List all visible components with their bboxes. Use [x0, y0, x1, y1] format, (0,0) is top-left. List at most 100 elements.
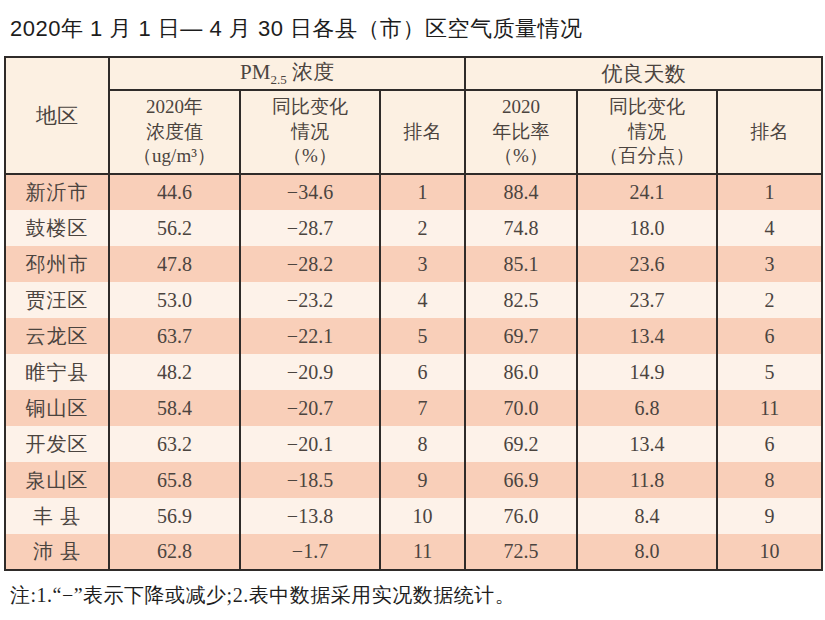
good-days-rank-cell: 6: [717, 318, 822, 354]
good-days-ratio-cell: 82.5: [465, 282, 577, 318]
column-header-pm25-yoy-change: 同比变化 情况 （%）: [240, 90, 380, 174]
good-days-yoy-change-cell: 6.8: [577, 390, 717, 426]
good-days-ratio-cell: 86.0: [465, 354, 577, 390]
column-header-pm25-rank: 排名: [380, 90, 465, 174]
region-cell: 丰 县: [5, 498, 109, 534]
good-days-rank-cell: 6: [717, 426, 822, 462]
pm25-2020-value-cell: 53.0: [109, 282, 240, 318]
region-cell: 睢宁县: [5, 354, 109, 390]
pm25-rank-cell: 6: [380, 354, 465, 390]
pm25-yoy-change-cell: −20.9: [240, 354, 380, 390]
good-days-ratio-cell: 66.9: [465, 462, 577, 498]
pm25-label-suffix: 浓度: [287, 60, 334, 84]
region-cell: 云龙区: [5, 318, 109, 354]
good-days-yoy-change-cell: 13.4: [577, 426, 717, 462]
column-header-pm25-2020-value: 2020年 浓度值 （ug/m³）: [109, 90, 240, 174]
region-cell: 鼓楼区: [5, 210, 109, 246]
table-row: 鼓楼区 56.2 −28.7 2 74.8 18.0 4: [5, 210, 822, 246]
region-cell: 邳州市: [5, 246, 109, 282]
region-cell: 开发区: [5, 426, 109, 462]
good-days-yoy-change-cell: 18.0: [577, 210, 717, 246]
pm25-2020-value-cell: 48.2: [109, 354, 240, 390]
pm25-yoy-change-cell: −18.5: [240, 462, 380, 498]
pm25-rank-cell: 3: [380, 246, 465, 282]
good-days-rank-cell: 10: [717, 534, 822, 570]
good-days-rank-cell: 4: [717, 210, 822, 246]
pm25-rank-cell: 10: [380, 498, 465, 534]
table-row: 贾汪区 53.0 −23.2 4 82.5 23.7 2: [5, 282, 822, 318]
pm25-2020-value-cell: 56.9: [109, 498, 240, 534]
table-row: 云龙区 63.7 −22.1 5 69.7 13.4 6: [5, 318, 822, 354]
pm25-yoy-change-cell: −22.1: [240, 318, 380, 354]
pm25-label-subscript: 2.5: [270, 73, 286, 88]
good-days-yoy-change-cell: 8.0: [577, 534, 717, 570]
pm25-yoy-change-cell: −13.8: [240, 498, 380, 534]
pm25-yoy-change-cell: −20.7: [240, 390, 380, 426]
pm25-2020-value-cell: 58.4: [109, 390, 240, 426]
table-row: 沛 县 62.8 −1.7 11 72.5 8.0 10: [5, 534, 822, 570]
column-header-good-days-rank: 排名: [717, 90, 822, 174]
good-days-rank-cell: 11: [717, 390, 822, 426]
table-row: 丰 县 56.9 −13.8 10 76.0 8.4 9: [5, 498, 822, 534]
table-row: 邳州市 47.8 −28.2 3 85.1 23.6 3: [5, 246, 822, 282]
region-cell: 沛 县: [5, 534, 109, 570]
pm25-yoy-change-cell: −28.2: [240, 246, 380, 282]
page-title: 2020年 1 月 1 日— 4 月 30 日各县（市）区空气质量情况: [4, 10, 821, 44]
good-days-ratio-cell: 69.7: [465, 318, 577, 354]
good-days-rank-cell: 3: [717, 246, 822, 282]
table-row: 新沂市 44.6 −34.6 1 88.4 24.1 1: [5, 174, 822, 210]
header-sub-row: 2020年 浓度值 （ug/m³） 同比变化 情况 （%） 排名 2020 年比…: [5, 90, 822, 174]
table-row: 泉山区 65.8 −18.5 9 66.9 11.8 8: [5, 462, 822, 498]
column-header-region: 地区: [5, 57, 109, 174]
good-days-yoy-change-cell: 14.9: [577, 354, 717, 390]
pm25-rank-cell: 7: [380, 390, 465, 426]
pm25-rank-cell: 9: [380, 462, 465, 498]
table-row: 铜山区 58.4 −20.7 7 70.0 6.8 11: [5, 390, 822, 426]
good-days-yoy-change-cell: 23.7: [577, 282, 717, 318]
pm25-rank-cell: 1: [380, 174, 465, 210]
good-days-rank-cell: 8: [717, 462, 822, 498]
pm25-rank-cell: 11: [380, 534, 465, 570]
good-days-ratio-cell: 76.0: [465, 498, 577, 534]
region-cell: 新沂市: [5, 174, 109, 210]
pm25-2020-value-cell: 62.8: [109, 534, 240, 570]
table-row: 开发区 63.2 −20.1 8 69.2 13.4 6: [5, 426, 822, 462]
good-days-ratio-cell: 74.8: [465, 210, 577, 246]
pm25-2020-value-cell: 56.2: [109, 210, 240, 246]
table-row: 睢宁县 48.2 −20.9 6 86.0 14.9 5: [5, 354, 822, 390]
pm25-rank-cell: 5: [380, 318, 465, 354]
footnote: 注:1.“−”表示下降或减少;2.表中数据采用实况数据统计。: [10, 582, 815, 609]
pm25-yoy-change-cell: −1.7: [240, 534, 380, 570]
pm25-rank-cell: 2: [380, 210, 465, 246]
pm25-yoy-change-cell: −34.6: [240, 174, 380, 210]
good-days-yoy-change-cell: 24.1: [577, 174, 717, 210]
column-group-pm25: PM2.5 浓度: [109, 57, 465, 90]
good-days-yoy-change-cell: 13.4: [577, 318, 717, 354]
good-days-yoy-change-cell: 23.6: [577, 246, 717, 282]
good-days-rank-cell: 5: [717, 354, 822, 390]
table-header: 地区 PM2.5 浓度 优良天数 2020年 浓度值 （ug/m³） 同比变化 …: [5, 57, 822, 174]
good-days-rank-cell: 2: [717, 282, 822, 318]
page: 2020年 1 月 1 日— 4 月 30 日各县（市）区空气质量情况 地区 P…: [0, 0, 825, 620]
pm25-2020-value-cell: 47.8: [109, 246, 240, 282]
pm25-2020-value-cell: 63.7: [109, 318, 240, 354]
pm25-yoy-change-cell: −23.2: [240, 282, 380, 318]
pm25-rank-cell: 8: [380, 426, 465, 462]
good-days-rank-cell: 1: [717, 174, 822, 210]
region-cell: 铜山区: [5, 390, 109, 426]
good-days-ratio-cell: 72.5: [465, 534, 577, 570]
pm25-2020-value-cell: 63.2: [109, 426, 240, 462]
good-days-ratio-cell: 69.2: [465, 426, 577, 462]
region-cell: 贾汪区: [5, 282, 109, 318]
column-group-good-days: 优良天数: [465, 57, 822, 90]
header-group-row: 地区 PM2.5 浓度 优良天数: [5, 57, 822, 90]
pm25-rank-cell: 4: [380, 282, 465, 318]
pm25-yoy-change-cell: −20.1: [240, 426, 380, 462]
good-days-ratio-cell: 85.1: [465, 246, 577, 282]
pm25-2020-value-cell: 65.8: [109, 462, 240, 498]
good-days-yoy-change-cell: 8.4: [577, 498, 717, 534]
good-days-ratio-cell: 70.0: [465, 390, 577, 426]
air-quality-table: 地区 PM2.5 浓度 优良天数 2020年 浓度值 （ug/m³） 同比变化 …: [4, 56, 823, 571]
column-header-good-days-yoy-change: 同比变化 情况 （百分点）: [577, 90, 717, 174]
good-days-yoy-change-cell: 11.8: [577, 462, 717, 498]
